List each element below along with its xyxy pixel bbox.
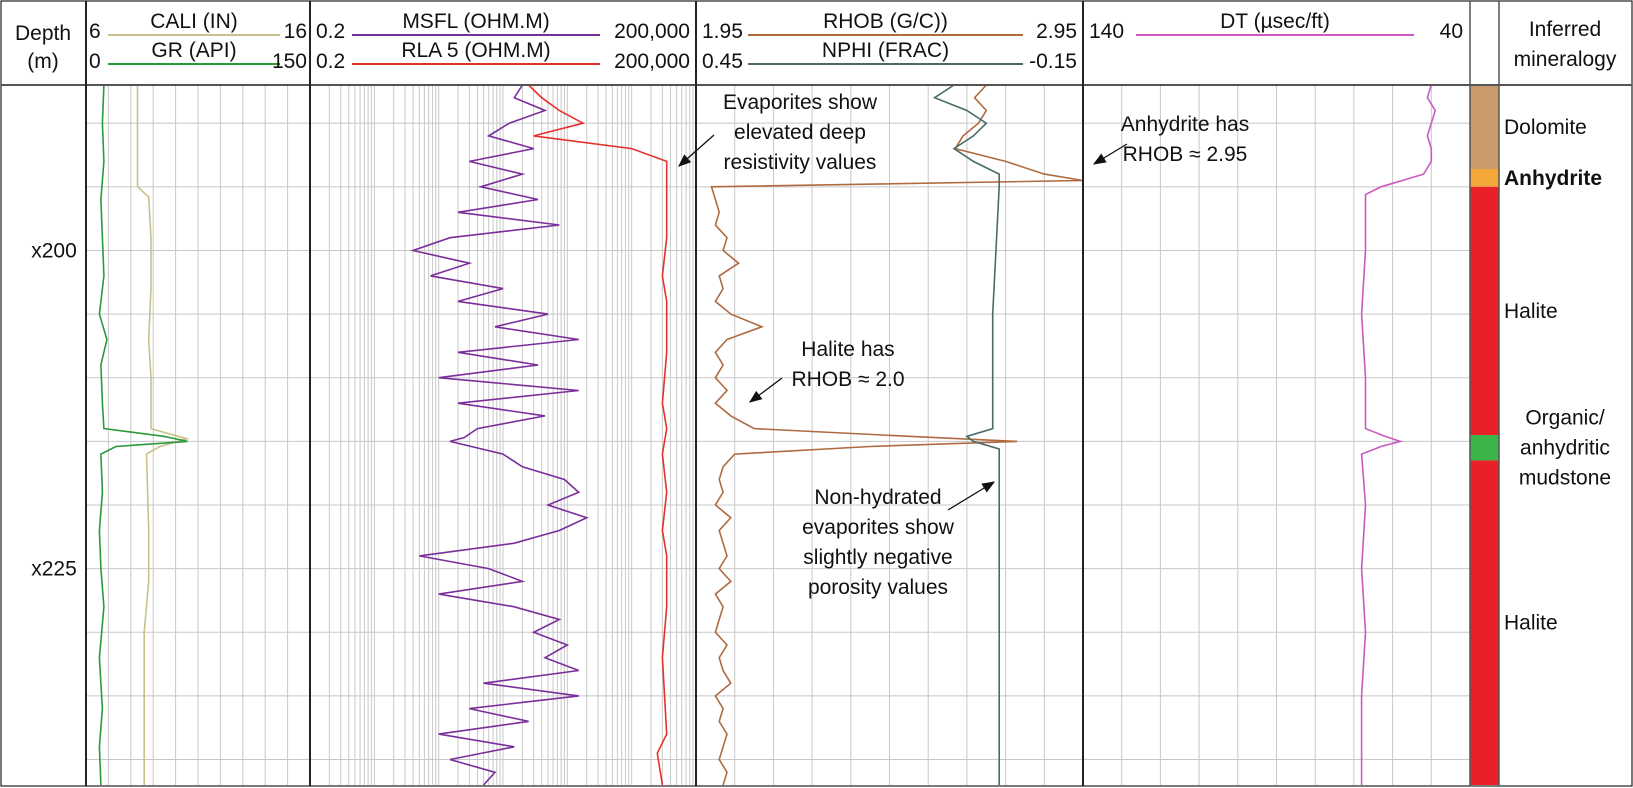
annotation-text: Non-hydrated: [814, 486, 941, 509]
mineralogy-column: Dolomite Anhydrite Halite Organic/anhydriti…: [1470, 85, 1611, 785]
mineralogy-label: Anhydrite: [1504, 167, 1602, 190]
annotation-text: RHOB ≈ 2.0: [791, 368, 904, 391]
depth-axis-title: Depth: [15, 22, 71, 45]
mineralogy-label: Organic/: [1525, 407, 1605, 430]
annotation-arrow: [748, 377, 783, 403]
mineralogy-title: mineralogy: [1514, 48, 1617, 71]
header-curve-name: GR (API): [151, 39, 236, 62]
annotation-text: slightly negative: [803, 546, 952, 569]
header-curve-name: DT (µsec/ft): [1220, 10, 1330, 33]
curve-cali-in: [136, 85, 190, 785]
mineralogy-label: Dolomite: [1504, 116, 1587, 139]
mineralogy-label: anhydritic: [1520, 437, 1610, 460]
header-curve-name: NPHI (FRAC): [822, 39, 949, 62]
mineralogy-interval: [1470, 85, 1499, 169]
header-scale-max: 200,000: [614, 50, 690, 73]
annotation-text: RHOB ≈ 2.95: [1123, 143, 1248, 166]
mineralogy-interval: [1470, 435, 1499, 461]
annotation-text: elevated deep: [734, 121, 866, 144]
header-scale-max: 40: [1440, 20, 1463, 43]
track-headers: Depth (m) x200 x225 CALI (IN) 6 16 GR (API) 0 150…: [15, 10, 1617, 581]
header-scale-min: 6: [89, 20, 101, 43]
curve-layer: [98, 84, 1437, 786]
header-scale-min: 140: [1089, 20, 1124, 43]
header-scale-min: 0.2: [316, 20, 345, 43]
header-curve-name: CALI (IN): [150, 10, 238, 33]
mineralogy-label: Halite: [1504, 612, 1558, 635]
header-scale-max: 150: [272, 50, 307, 73]
header-curve-name: RHOB (G/C)): [823, 10, 948, 33]
header-curve-name: RLA 5 (OHM.M): [401, 39, 550, 62]
curve-rla-5-ohm-m: [528, 84, 668, 786]
curve-gr-api: [98, 84, 188, 786]
annotation-text: Halite has: [801, 338, 894, 361]
mineralogy-interval: [1470, 169, 1499, 187]
annotation-text: porosity values: [808, 576, 948, 599]
annotation-arrow: [678, 134, 715, 167]
mineralogy-interval: [1470, 186, 1499, 435]
annotation-arrow: [1092, 143, 1128, 165]
header-curve-name: MSFL (OHM.M): [402, 10, 549, 33]
header-scale-min: 0.45: [702, 50, 743, 73]
header-scale-min: 1.95: [702, 20, 743, 43]
depth-tick-label: x200: [31, 239, 77, 262]
curve-dt-sec-ft: [1360, 84, 1437, 785]
annotation-text: resistivity values: [724, 151, 877, 174]
curve-rhob-g-c: [710, 84, 1084, 786]
mineralogy-label: Halite: [1504, 300, 1558, 323]
grid-layer: [86, 85, 1470, 785]
mineralogy-title: Inferred: [1529, 18, 1601, 41]
mineralogy-label: mudstone: [1519, 467, 1611, 490]
annotations: Evaporites show elevated deep resistivity …: [678, 91, 1249, 599]
curve-nphi-frac: [932, 84, 1001, 785]
annotation-text: Anhydrite has: [1121, 113, 1249, 136]
header-scale-max: 200,000: [614, 20, 690, 43]
header-scale-min: 0: [89, 50, 101, 73]
depth-tick-label: x225: [31, 558, 77, 581]
annotation-text: Evaporites show: [723, 91, 878, 114]
curve-msfl-ohm-m: [410, 84, 589, 786]
header-scale-min: 0.2: [316, 50, 345, 73]
header-scale-max: -0.15: [1029, 50, 1077, 73]
mineralogy-interval: [1470, 460, 1499, 785]
annotation-arrow: [947, 481, 996, 511]
header-scale-max: 16: [284, 20, 307, 43]
header-scale-max: 2.95: [1036, 20, 1077, 43]
depth-axis-title: (m): [27, 50, 58, 73]
annotation-text: evaporites show: [802, 516, 955, 539]
